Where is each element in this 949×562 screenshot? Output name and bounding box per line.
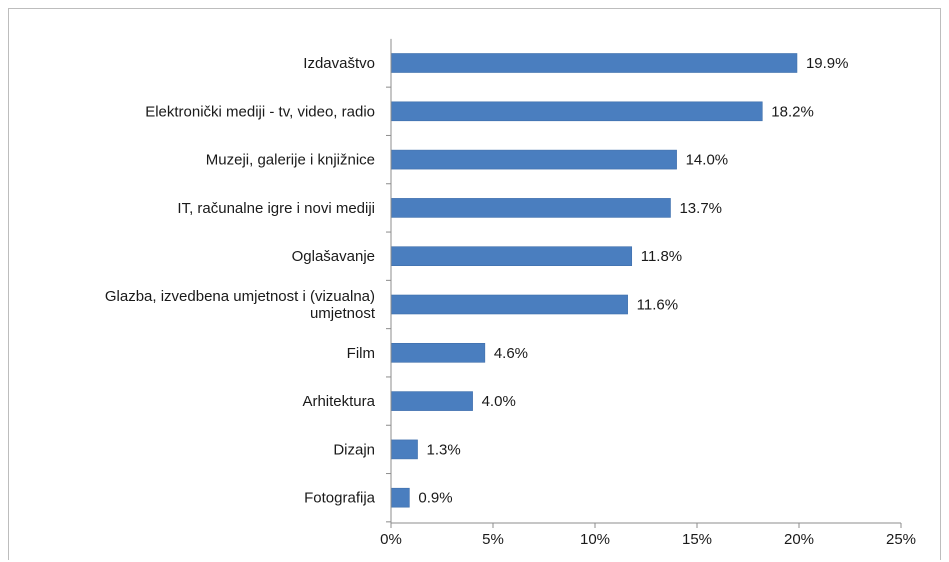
category-label-5-line-0: Glazba, izvedbena umjetnost i (vizualna) <box>105 288 375 305</box>
category-label-5-line-1: umjetnost <box>310 305 376 322</box>
x-tick-label-4: 20% <box>784 531 814 548</box>
category-label-4: Oglašavanje <box>292 248 375 265</box>
bar-3 <box>390 198 671 218</box>
x-tick-label-2: 10% <box>580 531 610 548</box>
chart-frame <box>8 8 941 560</box>
category-label-1: Elektronički mediji - tv, video, radio <box>145 103 375 120</box>
value-label-9: 0.9% <box>418 490 452 507</box>
bars-layer <box>390 53 798 508</box>
bar-1 <box>390 101 763 122</box>
value-label-1: 18.2% <box>771 103 814 120</box>
value-label-7: 4.0% <box>482 393 516 410</box>
x-tick-label-0: 0% <box>380 531 402 548</box>
category-label-7: Arhitektura <box>302 393 375 410</box>
x-axis: 0% 5% 10% 15% 20% 25% <box>380 38 916 548</box>
category-label-0: Izdavaštvo <box>303 55 375 72</box>
value-label-2: 14.0% <box>686 152 729 169</box>
x-tick-label-1: 5% <box>482 531 504 548</box>
value-label-4: 11.8% <box>641 248 682 265</box>
category-label-8: Dizajn <box>333 441 375 458</box>
bar-7 <box>390 391 473 411</box>
bar-4 <box>390 246 633 266</box>
labels-layer: 19.9% Izdavaštvo 18.2% Elektronički mediji … <box>105 55 849 507</box>
category-label-2: Muzeji, galerije i knjižnice <box>206 152 375 169</box>
bar-8 <box>390 439 418 460</box>
value-label-0: 19.9% <box>806 55 849 72</box>
bar-9 <box>390 487 410 508</box>
bar-6 <box>390 342 486 363</box>
x-tick-label-3: 15% <box>682 531 712 548</box>
value-label-3: 13.7% <box>679 200 722 217</box>
category-label-3: IT, računalne igre i novi mediji <box>177 200 375 217</box>
category-label-6: Film <box>347 345 375 362</box>
x-tick-label-5: 25% <box>886 531 916 548</box>
bar-0 <box>390 53 798 73</box>
bar-2 <box>390 149 677 170</box>
bar-5 <box>390 294 628 315</box>
value-label-6: 4.6% <box>494 345 528 362</box>
value-label-5: 11.6% <box>637 297 678 314</box>
value-label-8: 1.3% <box>427 441 461 458</box>
category-label-9: Fotografija <box>304 490 376 507</box>
